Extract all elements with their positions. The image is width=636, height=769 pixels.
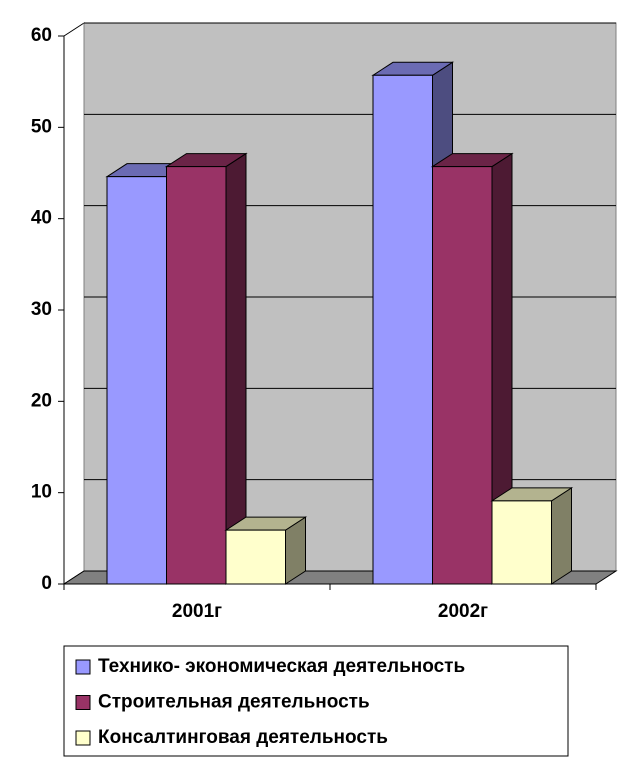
legend-swatch — [75, 730, 91, 746]
x-tick-label: 2001г — [172, 601, 222, 622]
y-tick-label: 0 — [41, 573, 52, 594]
legend-label: Консалтинговая деятельность — [98, 727, 388, 748]
y-tick-label: 50 — [31, 116, 52, 137]
bar — [166, 166, 227, 585]
legend-box — [63, 645, 569, 757]
side-wall — [63, 22, 85, 585]
legend-swatch — [75, 695, 91, 710]
y-tick-label: 20 — [31, 390, 52, 411]
y-tick-label: 60 — [31, 25, 52, 46]
y-tick-label: 10 — [31, 482, 52, 503]
bar — [225, 529, 286, 585]
bar-side — [551, 486, 572, 585]
x-tick-label: 2002г — [438, 601, 488, 622]
legend-label: Технико- экономическая деятельность — [98, 656, 465, 677]
y-tick-label: 30 — [31, 299, 52, 320]
legend-swatch — [75, 659, 91, 675]
bar — [491, 500, 552, 585]
bar — [106, 176, 167, 585]
legend-label: Строительная деятельность — [98, 692, 370, 713]
bar — [372, 74, 433, 585]
bar — [432, 166, 493, 585]
y-tick-label: 40 — [31, 208, 52, 229]
